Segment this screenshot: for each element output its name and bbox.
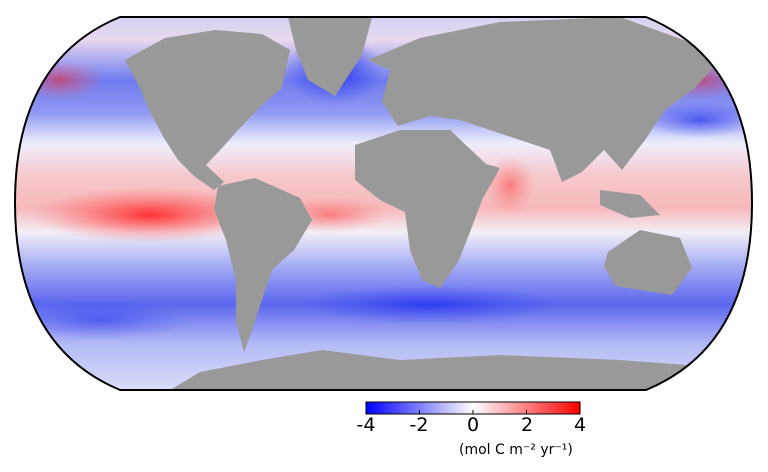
australia	[604, 230, 692, 295]
map-outline	[13, 16, 754, 391]
africa	[355, 130, 500, 288]
colorbar-unit-label: (mol C m⁻² yr⁻¹)	[459, 442, 573, 458]
colorbar-tick-label: 0	[466, 414, 480, 436]
colorbar-tick-label: 4	[573, 414, 587, 436]
colorbar-tick-label: 2	[520, 414, 534, 436]
colorbar-ticks	[419, 410, 527, 414]
eurasia	[368, 17, 725, 182]
south-america	[214, 178, 312, 352]
antarctica	[160, 350, 700, 390]
colorbar-tick-label: -2	[409, 414, 429, 436]
ocean-flux-field	[15, 17, 752, 390]
maritime-continent	[600, 190, 660, 218]
land-masses	[125, 17, 725, 390]
north-america	[125, 30, 290, 190]
colorbar-tick-label: -4	[356, 414, 376, 436]
equatorial-pacific-outgassing	[30, 187, 270, 243]
greenland	[288, 17, 372, 96]
